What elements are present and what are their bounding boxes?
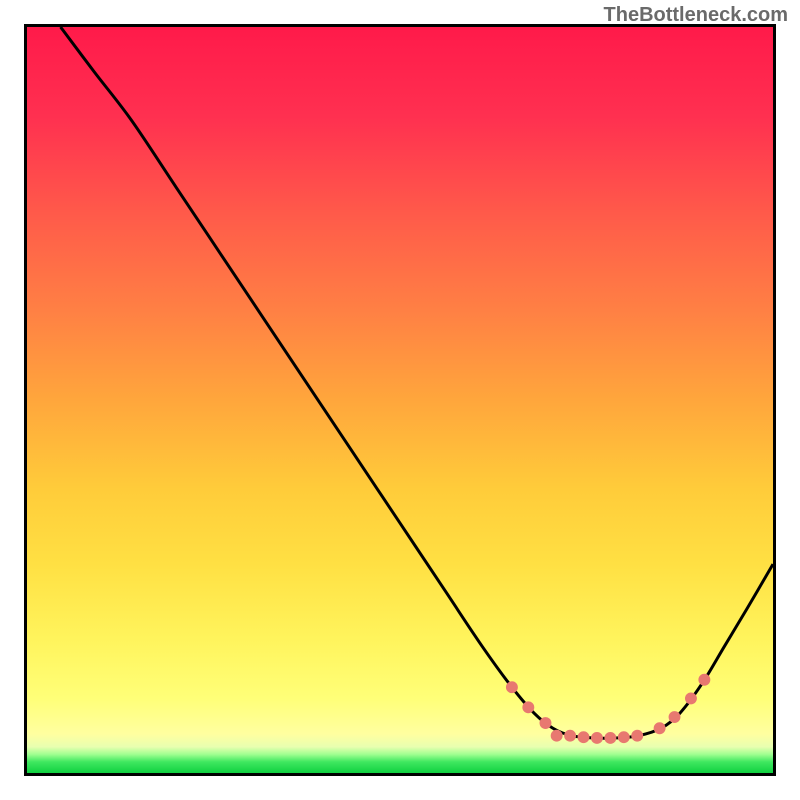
- marker-point: [685, 692, 697, 704]
- curve-layer: [27, 27, 773, 773]
- marker-group: [506, 674, 710, 744]
- marker-point: [522, 701, 534, 713]
- marker-point: [551, 730, 563, 742]
- chart-container: [24, 24, 776, 776]
- marker-point: [604, 732, 616, 744]
- marker-point: [669, 711, 681, 723]
- marker-point: [654, 722, 666, 734]
- watermark-text: TheBottleneck.com: [604, 4, 788, 27]
- marker-point: [578, 731, 590, 743]
- marker-point: [631, 730, 643, 742]
- marker-point: [564, 730, 576, 742]
- marker-point: [618, 731, 630, 743]
- marker-point: [698, 674, 710, 686]
- bottleneck-curve: [61, 27, 773, 738]
- marker-point: [506, 681, 518, 693]
- marker-point: [540, 717, 552, 729]
- marker-point: [591, 732, 603, 744]
